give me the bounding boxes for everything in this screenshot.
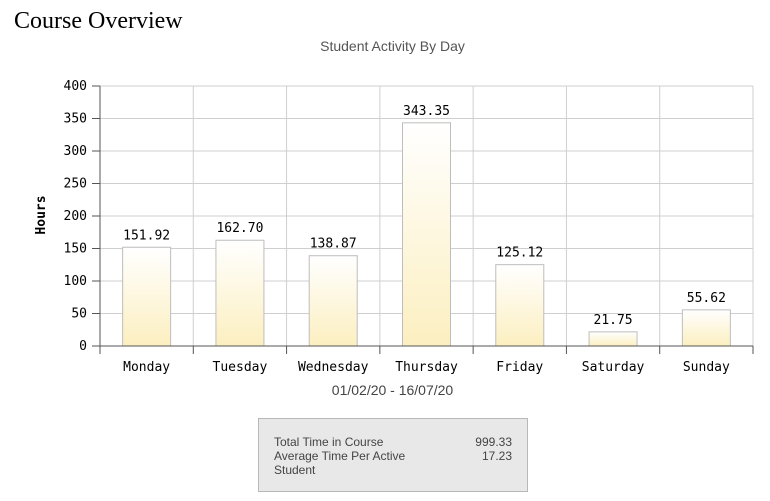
summary-total-label: Total Time in Course [274,435,384,449]
axis-layer: 0 50 100 150 200 250 300 350 400 Monday Tuesday Wed… [64,79,754,375]
y-tick-label: 350 [64,112,87,127]
bar-value-label: 55.62 [687,291,726,306]
bar-tuesday [215,239,265,347]
chart-title: Student Activity By Day [320,38,465,54]
activity-bar-chart: 151.92 162.70 138.87 343.35 125.12 21.75 55.62… [34,79,754,375]
y-tick-label: 200 [64,209,87,224]
bar-value-label: 125.12 [496,246,543,261]
y-tick-label: 50 [71,307,87,322]
x-tick-label: Friday [496,360,543,375]
bar-value-label: 162.70 [216,221,263,236]
bar-value-label: 138.87 [310,237,357,252]
x-tick-label: Tuesday [213,360,268,375]
x-tick-label: Monday [123,360,170,375]
y-tick-label: 100 [64,274,87,289]
y-tick-label: 0 [79,339,87,354]
bar-wednesday [308,255,358,347]
bar-monday [122,246,172,347]
x-tick-label: Sunday [683,360,730,375]
y-axis-label: Hours [34,195,49,234]
y-tick-label: 150 [64,242,87,257]
summary-box: Total Time in Course 999.33 Average Time… [258,418,528,492]
page-title: Course Overview [14,8,183,34]
bar-value-label: 343.35 [403,104,450,119]
bar-thursday [402,122,451,347]
bar-layer: 151.92 162.70 138.87 343.35 125.12 21.75 55.62 [122,104,731,347]
x-tick-label: Wednesday [298,360,369,375]
bar-value-label: 21.75 [594,313,633,328]
y-tick-label: 300 [64,144,87,159]
summary-average-value: 17.23 [481,449,512,463]
y-tick-label: 400 [64,79,87,94]
x-tick-label: Saturday [582,360,645,375]
summary-row-total: Total Time in Course 999.33 [274,435,512,449]
y-tick-label: 250 [64,177,87,192]
bar-sunday [681,309,731,347]
x-tick-label: Thursday [395,360,458,375]
bar-value-label: 151.92 [123,228,170,243]
bar-friday [495,264,545,347]
summary-average-label: Average Time Per Active Student [274,449,406,477]
bar-saturday [588,331,638,347]
summary-total-value: 999.33 [475,435,512,449]
summary-row-average: Average Time Per Active Student 17.23 [274,449,512,477]
date-range-label: 01/02/20 - 16/07/20 [331,382,454,398]
